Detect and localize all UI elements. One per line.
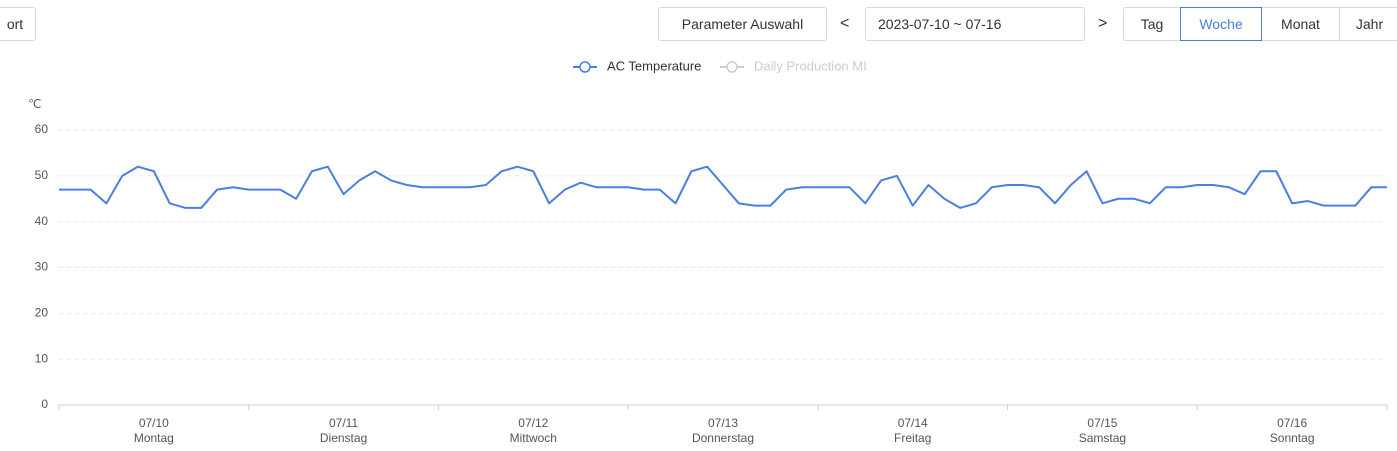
legend-marker — [579, 61, 591, 73]
x-tick-sublabel: Mittwoch — [510, 431, 557, 445]
legend-label: Daily Production MI — [754, 58, 867, 73]
y-tick-label: 60 — [35, 122, 49, 136]
x-tick-label: 07/13 — [708, 416, 738, 430]
x-tick-sublabel: Dienstag — [320, 431, 367, 445]
x-tick-label: 07/14 — [898, 416, 928, 430]
y-tick-label: 0 — [41, 397, 48, 411]
data-line — [59, 165, 1387, 209]
period-button[interactable]: Monat — [1261, 7, 1340, 41]
x-tick-label: 07/15 — [1087, 416, 1117, 430]
y-unit: ℃ — [28, 97, 41, 111]
period-button[interactable]: Woche — [1180, 7, 1262, 41]
export-button[interactable]: ort — [0, 7, 36, 41]
period-button[interactable]: Jahr — [1339, 7, 1397, 41]
legend-label: AC Temperature — [607, 58, 701, 73]
y-tick-label: 40 — [35, 214, 49, 228]
y-tick-label: 10 — [35, 351, 49, 365]
y-tick-label: 20 — [35, 306, 49, 320]
y-tick-label: 30 — [35, 260, 49, 274]
legend-marker — [726, 61, 738, 73]
parameter-button[interactable]: Parameter Auswahl — [658, 7, 827, 41]
prev-button[interactable]: < — [840, 15, 850, 32]
next-button[interactable]: > — [1098, 15, 1108, 32]
x-tick-sublabel: Freitag — [894, 431, 931, 445]
x-tick-sublabel: Sonntag — [1270, 431, 1315, 445]
x-tick-sublabel: Donnerstag — [692, 431, 754, 445]
date-range[interactable]: 2023-07-10 ~ 07-16 — [865, 7, 1085, 41]
x-tick-sublabel: Samstag — [1079, 431, 1126, 445]
y-tick-label: 50 — [35, 168, 49, 182]
x-tick-label: 07/12 — [518, 416, 548, 430]
x-tick-label: 07/11 — [329, 416, 358, 430]
x-tick-label: 07/10 — [139, 416, 169, 430]
x-tick-sublabel: Montag — [134, 431, 174, 445]
x-tick-label: 07/16 — [1277, 416, 1307, 430]
